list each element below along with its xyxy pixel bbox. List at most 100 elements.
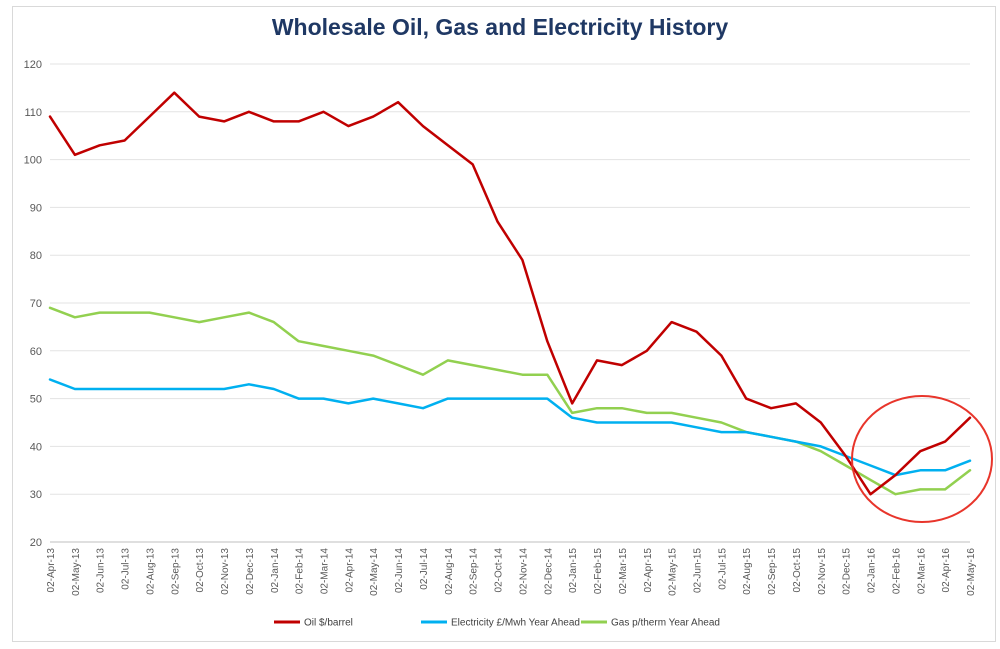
data-point — [720, 354, 723, 357]
data-point — [894, 493, 897, 496]
y-tick-label: 30 — [30, 489, 42, 501]
data-point — [869, 493, 872, 496]
data-point — [223, 388, 225, 390]
x-tick-label: 02-Mar-15 — [618, 548, 629, 595]
data-point — [422, 125, 424, 127]
data-point — [546, 340, 549, 343]
x-tick-label: 02-Jan-14 — [270, 548, 281, 593]
data-point — [123, 388, 126, 390]
x-tick-label: 02-Nov-14 — [518, 548, 529, 595]
y-tick-label: 20 — [30, 537, 42, 549]
x-tick-label: 02-Aug-15 — [742, 548, 753, 595]
data-point — [471, 397, 474, 400]
y-tick-label: 60 — [30, 346, 42, 358]
data-point — [223, 316, 225, 319]
x-tick-label: 02-Dec-13 — [245, 548, 256, 595]
y-tick-label: 90 — [30, 202, 42, 214]
x-tick-label: 02-Feb-14 — [295, 548, 306, 595]
data-point — [98, 388, 101, 390]
data-point — [422, 407, 424, 409]
data-point — [123, 139, 126, 142]
data-point — [894, 474, 897, 476]
data-point — [148, 311, 151, 314]
data-point — [123, 311, 126, 314]
y-tick-labels: 20 30 40 50 60 70 80 90 100 110 120 — [24, 59, 42, 549]
data-point — [496, 220, 499, 223]
data-point — [347, 402, 350, 405]
data-point — [471, 163, 474, 166]
data-point — [322, 345, 325, 347]
data-point — [720, 421, 723, 424]
legend-label: Oil $/barrel — [304, 618, 353, 629]
x-tick-label: 02-Mar-16 — [916, 548, 927, 595]
x-tick-labels: 02-Apr-13 02-May-13 02-Jun-13 02-Jul-13 02-A… — [46, 548, 977, 596]
y-tick-label: 120 — [24, 59, 42, 71]
data-point — [74, 316, 76, 319]
data-point — [347, 125, 350, 127]
data-point — [745, 431, 748, 433]
data-point — [571, 412, 573, 414]
y-tick-label: 40 — [30, 441, 42, 453]
data-point — [198, 321, 200, 323]
data-point — [745, 397, 748, 400]
data-point — [49, 115, 51, 118]
data-point — [770, 436, 772, 438]
data-point — [720, 431, 723, 433]
x-tick-label: 02-May-13 — [71, 548, 82, 596]
data-point — [621, 407, 623, 409]
data-point — [422, 373, 424, 376]
data-point — [347, 350, 350, 352]
data-point — [397, 101, 399, 104]
data-point — [297, 340, 300, 343]
data-point — [869, 479, 872, 481]
x-tick-label: 02-Oct-15 — [792, 548, 803, 593]
data-point — [645, 412, 648, 414]
x-tick-label: 02-Jun-13 — [96, 548, 107, 593]
data-point — [49, 378, 51, 381]
y-tick-label: 100 — [24, 155, 42, 167]
grid-lines — [50, 63, 970, 543]
data-point — [521, 373, 524, 376]
data-point — [447, 359, 449, 362]
data-point — [248, 383, 250, 386]
data-point — [148, 388, 151, 390]
data-point — [695, 426, 698, 429]
series-line-1 — [48, 378, 972, 477]
data-point — [869, 464, 872, 467]
x-tick-label: 02-Nov-15 — [817, 548, 828, 595]
data-point — [322, 111, 325, 113]
x-tick-label: 02-May-14 — [369, 548, 380, 596]
x-tick-label: 02-Apr-16 — [941, 548, 952, 593]
data-point — [248, 311, 250, 314]
x-tick-label: 02-Sep-13 — [170, 548, 181, 595]
data-point — [596, 421, 598, 424]
data-point — [596, 359, 598, 362]
data-point — [496, 397, 499, 400]
data-point — [447, 144, 449, 147]
data-point — [198, 388, 200, 390]
x-tick-label: 02-Jul-13 — [121, 548, 132, 590]
data-point — [272, 120, 275, 123]
legend: Oil $/barrel Electricity £/Mwh Year Ahead… — [274, 618, 720, 629]
x-tick-label: 02-Jul-15 — [717, 548, 728, 590]
data-point — [645, 350, 648, 352]
data-point — [98, 311, 101, 314]
data-point — [471, 364, 474, 366]
x-tick-label: 02-Apr-15 — [643, 548, 654, 593]
y-tick-label: 70 — [30, 298, 42, 310]
x-tick-label: 02-Feb-15 — [593, 548, 604, 595]
x-tick-label: 02-Oct-13 — [195, 548, 206, 593]
y-tick-label: 80 — [30, 250, 42, 262]
data-point — [795, 402, 797, 405]
data-point — [969, 459, 971, 462]
data-point — [148, 115, 151, 118]
data-point — [596, 407, 598, 409]
x-tick-label: 02-Dec-14 — [543, 548, 554, 595]
x-tick-label: 02-Sep-14 — [469, 548, 480, 595]
data-point — [521, 397, 524, 400]
data-point — [944, 440, 946, 443]
x-tick-label: 02-Sep-15 — [767, 548, 778, 595]
data-point — [397, 364, 399, 366]
data-point — [820, 421, 822, 424]
x-tick-label: 02-Oct-14 — [494, 548, 505, 593]
